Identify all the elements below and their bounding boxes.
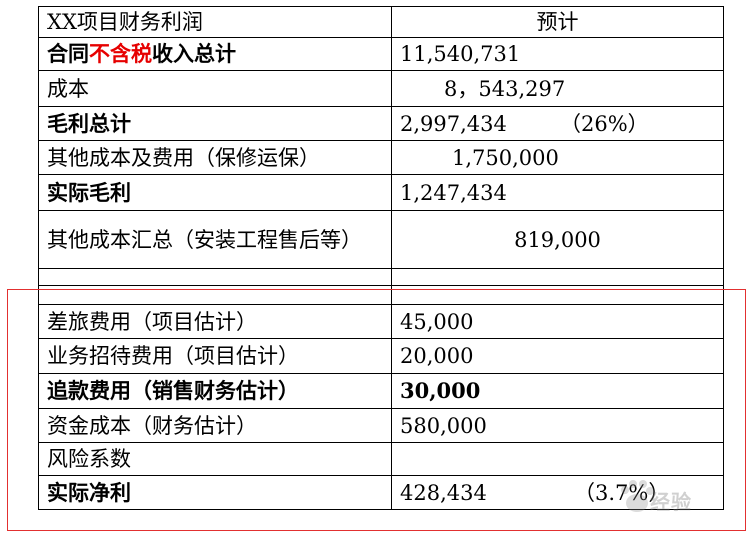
table-row: 追款费用（销售财务估计） 30,000 [38, 373, 724, 409]
row-value: 45,000 [391, 304, 724, 339]
row-value-cell: 2,997,434 （26%） [391, 106, 724, 141]
row-value: 11,540,731 [391, 37, 724, 71]
finance-table: XX项目财务利润 预计 合同不含税收入总计 11,540,731 成本 8，54… [38, 6, 724, 510]
row-value: 20,000 [391, 338, 724, 374]
header-row: XX项目财务利润 预计 [38, 6, 724, 38]
row-value: 428,434 [400, 480, 487, 505]
table-row: 实际净利 428,434 （3.7%） [38, 475, 724, 510]
row-label: 其他成本及费用（保修运保） [38, 140, 392, 175]
row-label: 毛利总计 [38, 106, 392, 141]
row-label: 实际净利 [38, 475, 392, 510]
row-value: 1,247,434 [391, 174, 724, 211]
table-row: 毛利总计 2,997,434 （26%） [38, 106, 724, 141]
row-label [38, 268, 392, 286]
row-label: 业务招待费用（项目估计） [38, 338, 392, 374]
row-value-cell: 428,434 （3.7%） [391, 475, 724, 510]
label-part: 收入总计 [152, 41, 236, 66]
label-part: 合同 [47, 41, 89, 66]
table-row-empty [38, 268, 724, 286]
row-label [38, 285, 392, 305]
table-row: 业务招待费用（项目估计） 20,000 [38, 338, 724, 374]
row-value: 2,997,434 [400, 111, 507, 136]
table-row: 成本 8，543,297 [38, 70, 724, 107]
row-label: 其他成本汇总（安装工程售后等） [38, 210, 392, 269]
table-row: 其他成本及费用（保修运保） 1,750,000 [38, 140, 724, 175]
header-title: XX项目财务利润 [38, 6, 392, 38]
table-row: 差旅费用（项目估计） 45,000 [38, 304, 724, 339]
row-value: 30,000 [391, 373, 724, 409]
table-row: 风险系数 [38, 442, 724, 476]
table-row: 合同不含税收入总计 11,540,731 [38, 37, 724, 71]
row-value [391, 285, 724, 305]
row-value: 580,000 [391, 408, 724, 443]
watermark-text: 经验 [650, 490, 692, 514]
table-row: 资金成本（财务估计） 580,000 [38, 408, 724, 443]
row-value [391, 442, 724, 476]
row-label: 资金成本（财务估计） [38, 408, 392, 443]
label-part-highlight: 不含税 [89, 41, 152, 66]
header-forecast: 预计 [391, 6, 724, 38]
row-percent: （3.7%） [574, 480, 670, 505]
row-label-contract-revenue: 合同不含税收入总计 [38, 37, 392, 71]
row-value [391, 268, 724, 286]
row-value: 8，543,297 [391, 70, 724, 107]
row-label: 成本 [38, 70, 392, 107]
row-percent: （26%） [560, 111, 649, 136]
table-row-empty [38, 285, 724, 305]
row-label: 风险系数 [38, 442, 392, 476]
table-row: 实际毛利 1,247,434 [38, 174, 724, 211]
row-value: 819,000 [391, 210, 724, 269]
table-row: 其他成本汇总（安装工程售后等） 819,000 [38, 210, 724, 269]
row-label: 追款费用（销售财务估计） [38, 373, 392, 409]
row-label: 实际毛利 [38, 174, 392, 211]
row-label: 差旅费用（项目估计） [38, 304, 392, 339]
row-value: 1,750,000 [391, 140, 724, 175]
